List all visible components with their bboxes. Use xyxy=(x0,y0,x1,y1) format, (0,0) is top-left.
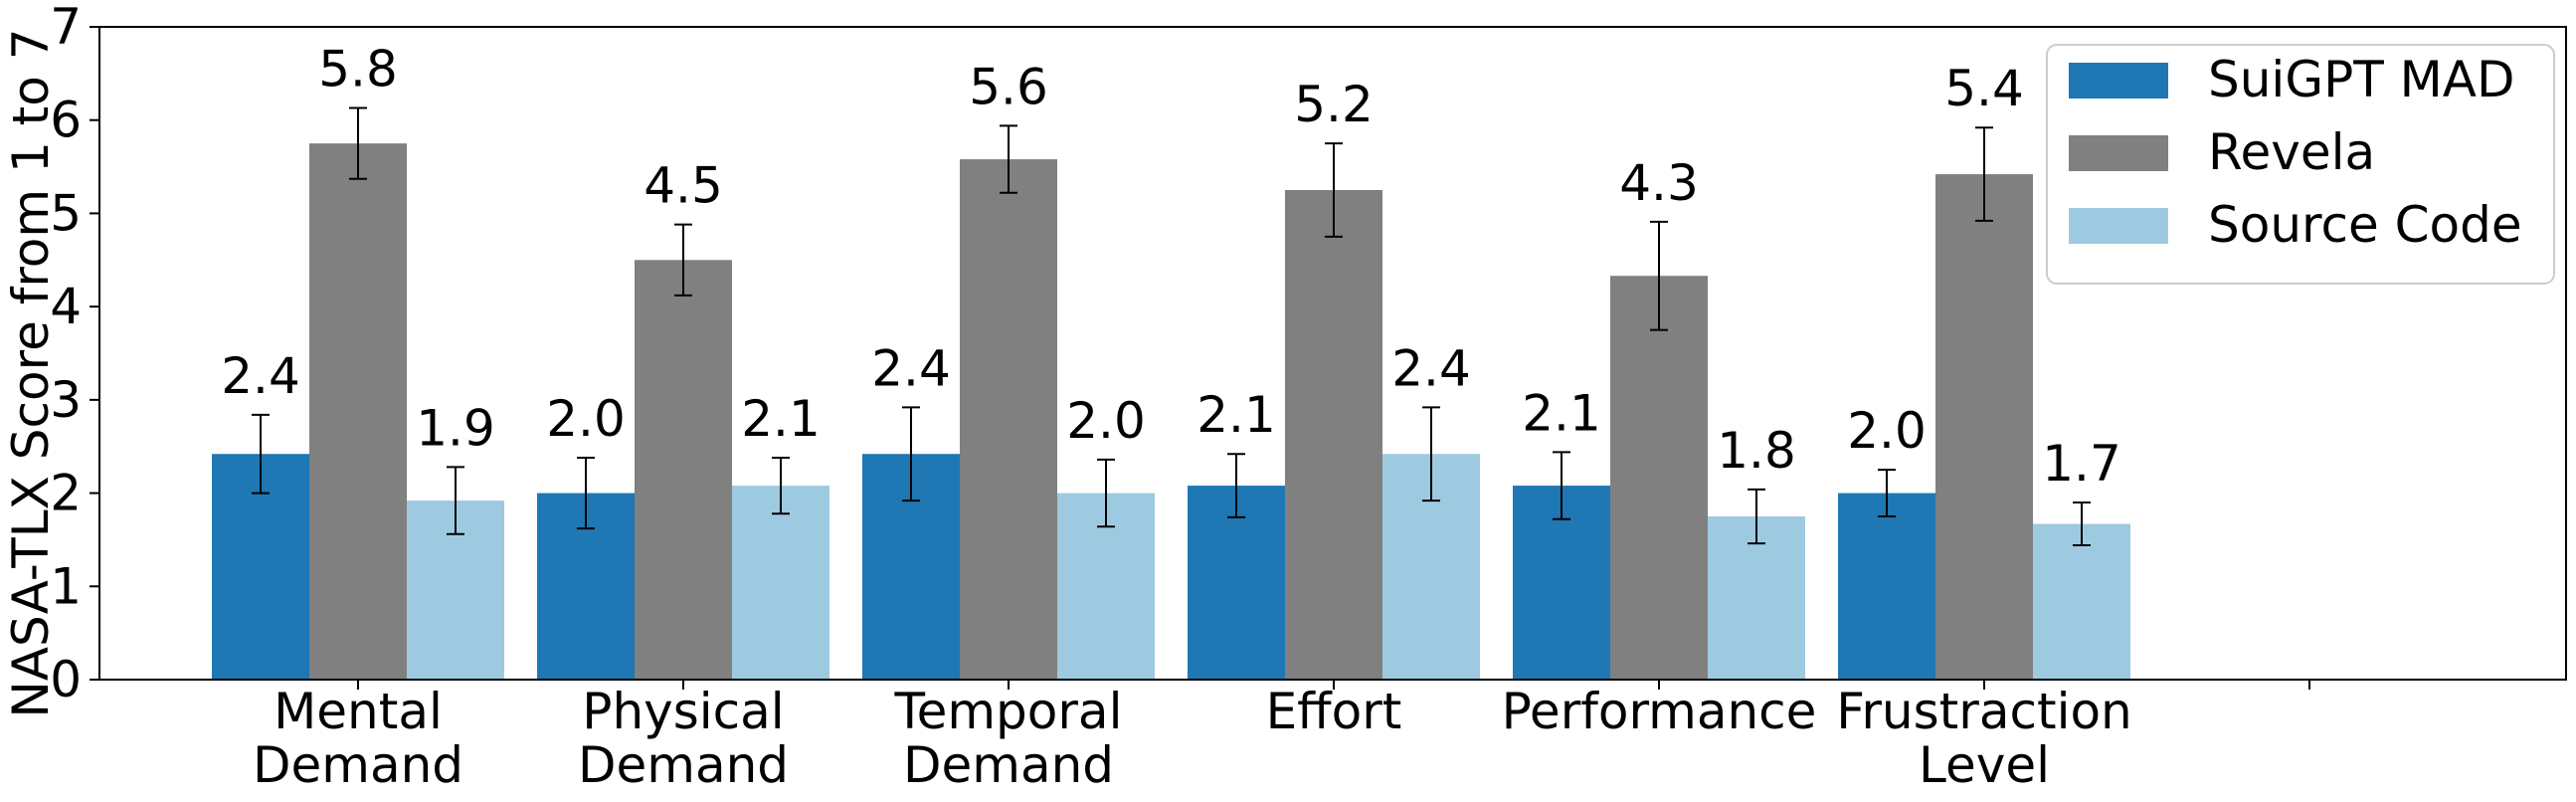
legend-label-0: SuiGPT MAD xyxy=(2208,51,2515,108)
value-label-0-1: 2.0 xyxy=(546,390,626,448)
y-tick-label-5: 5 xyxy=(50,184,82,242)
bar-1-1 xyxy=(635,260,732,680)
bar-1-2 xyxy=(960,159,1057,680)
y-axis-label: NASA-TLX Score from 1 to 7 xyxy=(2,28,60,717)
x-tick-label-4-0: Performance xyxy=(1502,683,1817,740)
x-tick-label-0-1: Demand xyxy=(253,736,463,794)
legend-box xyxy=(2046,44,2555,285)
bar-2-5 xyxy=(2033,523,2130,680)
x-tick-label-5-1: Level xyxy=(1919,736,2050,794)
y-tick-label-4: 4 xyxy=(50,278,82,335)
x-tick-label-2-0: Temporal xyxy=(894,683,1123,740)
x-tick-label-1-0: Physical xyxy=(582,683,784,740)
y-axis: 0 1 2 3 4 5 6 7 xyxy=(50,0,99,708)
y-tick-label-2: 2 xyxy=(50,465,82,522)
value-label-1-1: 4.5 xyxy=(644,157,723,215)
value-label-1-2: 5.6 xyxy=(969,58,1048,115)
legend-label-1: Revela xyxy=(2208,123,2375,181)
x-axis: MentalDemandPhysicalDemandTemporalDemand… xyxy=(253,680,2310,794)
legend: SuiGPT MAD Revela Source Code xyxy=(2046,44,2555,285)
bars-layer xyxy=(212,143,2130,681)
legend-swatch-0 xyxy=(2069,63,2168,99)
value-label-2-3: 2.4 xyxy=(1391,339,1471,397)
y-tick-label-1: 1 xyxy=(50,557,82,615)
legend-swatch-2 xyxy=(2069,208,2168,244)
value-label-1-0: 5.8 xyxy=(318,41,398,99)
legend-label-2: Source Code xyxy=(2208,196,2522,254)
value-label-1-5: 5.4 xyxy=(1944,60,2024,117)
value-label-2-2: 2.0 xyxy=(1066,392,1146,450)
value-label-2-5: 1.7 xyxy=(2042,435,2121,493)
value-label-2-0: 1.9 xyxy=(416,399,495,457)
bar-0-5 xyxy=(1838,493,1935,680)
y-tick-label-0: 0 xyxy=(50,651,82,708)
legend-swatch-1 xyxy=(2069,135,2168,171)
value-label-1-4: 4.3 xyxy=(1619,154,1699,212)
x-tick-label-3-0: Effort xyxy=(1266,683,1402,740)
value-label-0-3: 2.1 xyxy=(1196,386,1276,444)
x-tick-label-5-0: Frustraction xyxy=(1836,683,2132,740)
x-tick-label-1-1: Demand xyxy=(578,736,789,794)
value-labels-layer: 2.4 5.8 1.9 2.0 4.5 2.1 2.4 5.6 2.0 2.1 5.2 2.4 2.1 4… xyxy=(221,41,2121,493)
bar-1-0 xyxy=(309,143,407,681)
value-label-2-4: 1.8 xyxy=(1717,422,1796,480)
value-label-0-2: 2.4 xyxy=(871,339,951,397)
error-bars-layer xyxy=(252,106,2091,547)
bar-1-5 xyxy=(1935,174,2033,680)
value-label-1-3: 5.2 xyxy=(1294,76,1374,133)
value-label-0-4: 2.1 xyxy=(1522,384,1601,442)
y-tick-label-3: 3 xyxy=(50,371,82,429)
bar-1-3 xyxy=(1285,190,1382,680)
value-label-2-1: 2.1 xyxy=(741,390,821,448)
bar-1-4 xyxy=(1610,276,1708,680)
bar-2-1 xyxy=(732,486,829,680)
y-tick-label-6: 6 xyxy=(50,92,82,149)
value-label-0-0: 2.4 xyxy=(221,347,300,405)
value-label-0-5: 2.0 xyxy=(1847,402,1927,460)
y-tick-label-7: 7 xyxy=(50,0,82,56)
x-tick-label-0-0: Mental xyxy=(274,683,443,740)
x-tick-label-2-1: Demand xyxy=(903,736,1114,794)
